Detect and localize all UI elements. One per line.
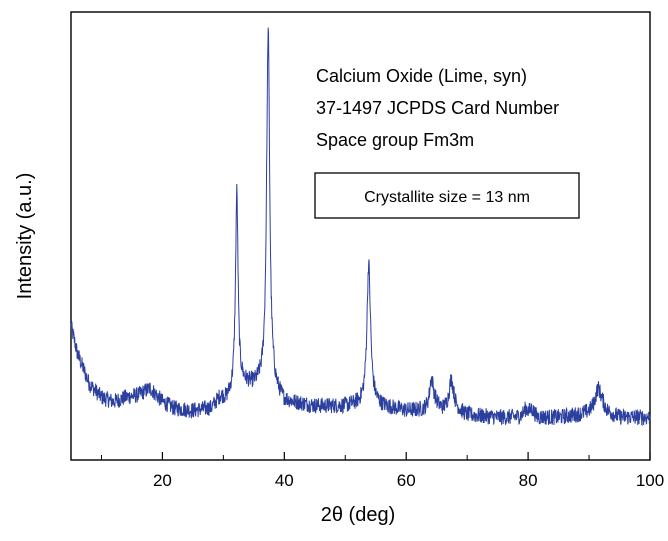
x-tick-label: 80 <box>519 471 538 490</box>
xrd-pattern-line <box>70 27 651 427</box>
annotation-card: 37-1497 JCPDS Card Number <box>316 98 559 118</box>
crystallite-box <box>314 172 580 219</box>
crystallite-size-label: Crystallite size = 13 nm <box>364 189 530 206</box>
x-tick-label: 100 <box>636 471 664 490</box>
x-tick-label: 40 <box>275 471 294 490</box>
x-ticks <box>100 452 651 460</box>
annotation-space-group: Space group Fm3m <box>316 130 474 150</box>
y-axis-title: Intensity (a.u.) <box>14 173 36 300</box>
annotation-compound: Calcium Oxide (Lime, syn) <box>316 66 527 86</box>
x-tick-label: 60 <box>397 471 416 490</box>
plot-frame <box>70 11 651 461</box>
x-axis-title: 2θ (deg) <box>321 504 396 526</box>
x-tick-label: 20 <box>153 471 172 490</box>
x-tick-labels: 20 40 60 80 100 <box>153 471 664 490</box>
